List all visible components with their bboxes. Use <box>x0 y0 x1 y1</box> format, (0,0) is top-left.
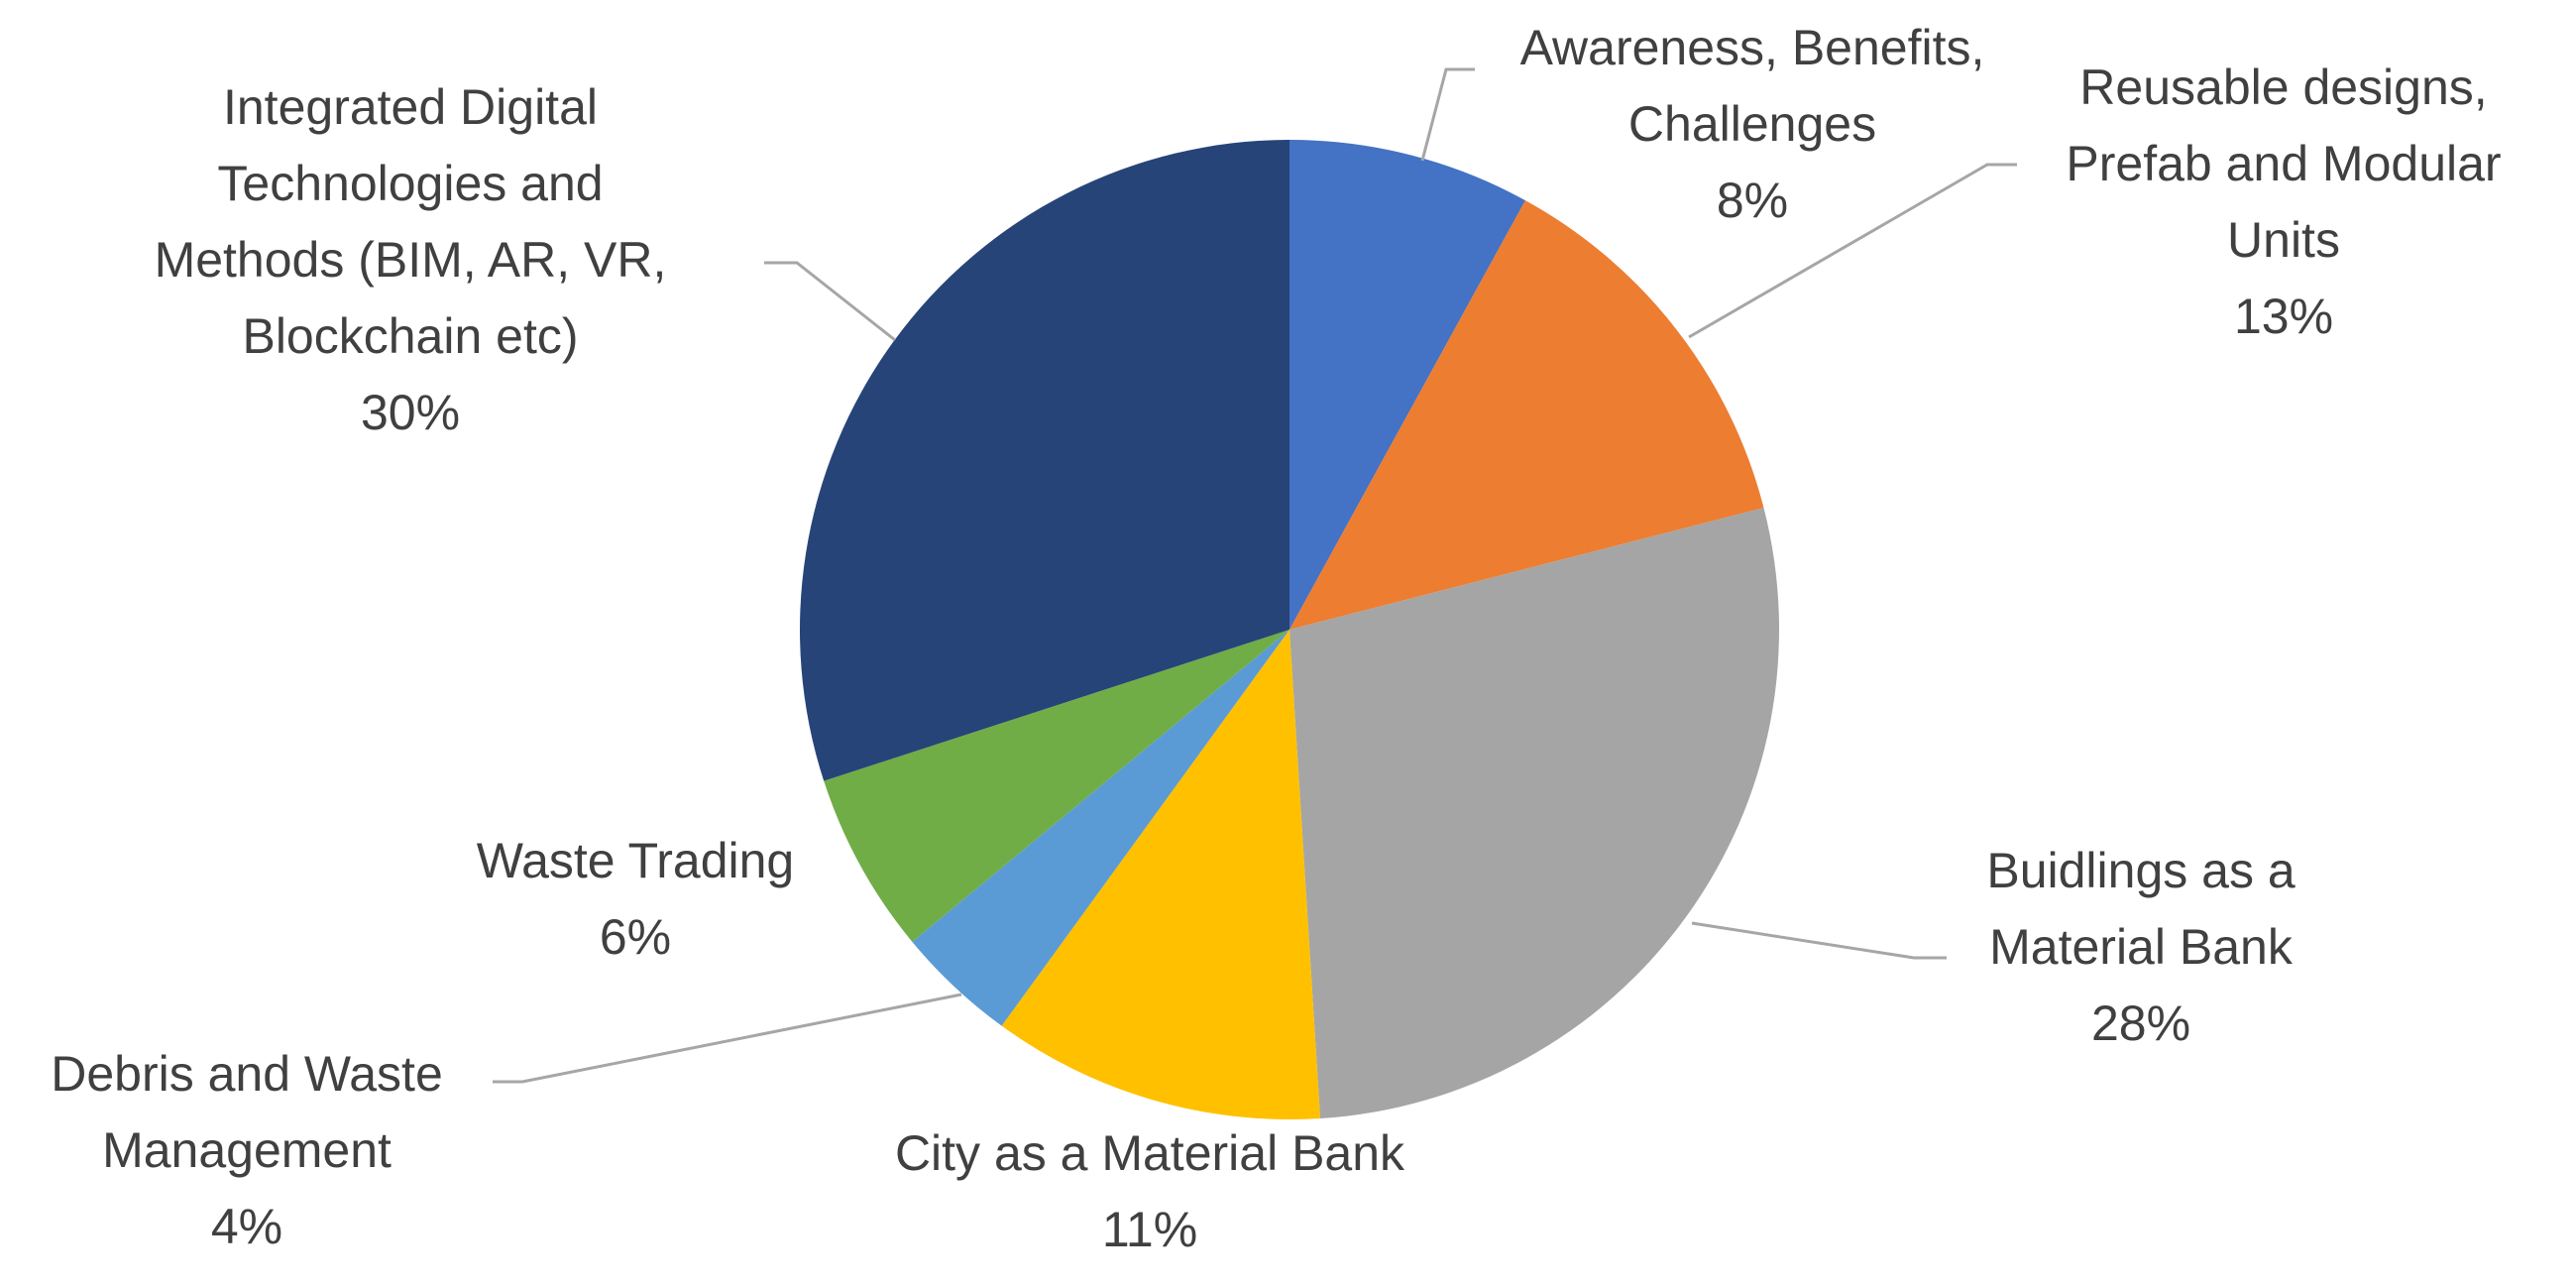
value-label: 8% <box>1716 173 1789 228</box>
value-label: 6% <box>599 909 672 965</box>
leader-line <box>764 261 896 342</box>
pie-slice <box>824 630 1289 942</box>
leader-line <box>1420 67 1475 162</box>
pie-slice <box>1289 200 1764 631</box>
pie-slice <box>912 630 1289 1026</box>
data-label: Debris and Waste Management 4% <box>14 1036 480 1265</box>
data-label: City as a Material Bank 11% <box>773 1115 1526 1268</box>
leader-line <box>1688 163 2017 339</box>
leader-line <box>1691 921 1947 960</box>
category-label: Integrated Digital Technologies and Meth… <box>154 79 667 364</box>
value-label: 30% <box>360 385 461 440</box>
leader-line <box>493 993 962 1084</box>
data-label: Integrated Digital Technologies and Meth… <box>133 69 688 451</box>
pie-slice <box>1289 508 1779 1119</box>
data-label: Buidlings as a Material Bank 28% <box>1943 833 2339 1062</box>
data-label: Reusable designs, Prefab and Modular Uni… <box>2006 50 2561 355</box>
pie-slice <box>800 140 1289 781</box>
category-label: Buidlings as a Material Bank <box>1986 843 2296 975</box>
category-label: Debris and Waste Management <box>51 1046 443 1178</box>
value-label: 13% <box>2233 289 2334 344</box>
category-label: Reusable designs, Prefab and Modular Uni… <box>2066 59 2502 268</box>
category-label: Awareness, Benefits, Challenges <box>1519 20 1985 152</box>
value-label: 11% <box>1101 1202 1198 1257</box>
data-label: Waste Trading 6% <box>437 823 834 976</box>
pie-slice <box>1001 630 1321 1119</box>
category-label: City as a Material Bank <box>894 1125 1405 1181</box>
value-label: 4% <box>210 1199 283 1254</box>
data-label: Awareness, Benefits, Challenges 8% <box>1465 10 2040 239</box>
value-label: 28% <box>2090 995 2191 1051</box>
pie-slice <box>1289 140 1525 630</box>
category-label: Waste Trading <box>476 833 795 888</box>
